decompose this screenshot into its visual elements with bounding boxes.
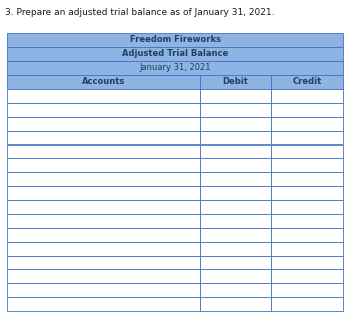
Bar: [200, 297, 271, 311]
Bar: [200, 89, 271, 103]
Bar: [271, 297, 343, 311]
Bar: [200, 103, 271, 117]
Bar: [7, 61, 343, 75]
Bar: [7, 186, 200, 200]
Bar: [7, 75, 200, 89]
Bar: [200, 131, 271, 144]
Bar: [271, 158, 343, 172]
Bar: [271, 144, 343, 158]
Text: Credit: Credit: [292, 78, 322, 86]
Bar: [200, 269, 271, 283]
Bar: [7, 214, 200, 228]
Bar: [271, 283, 343, 297]
Bar: [200, 144, 271, 158]
Bar: [7, 269, 200, 283]
Bar: [200, 242, 271, 256]
Bar: [200, 158, 271, 172]
Bar: [200, 117, 271, 131]
Bar: [271, 269, 343, 283]
Bar: [271, 75, 343, 89]
Bar: [7, 200, 200, 214]
Text: 3. Prepare an adjusted trial balance as of January 31, 2021.: 3. Prepare an adjusted trial balance as …: [5, 8, 274, 17]
Text: January 31, 2021: January 31, 2021: [139, 63, 211, 73]
Bar: [271, 186, 343, 200]
Bar: [271, 214, 343, 228]
Bar: [200, 214, 271, 228]
Bar: [271, 89, 343, 103]
Bar: [271, 228, 343, 242]
Bar: [200, 200, 271, 214]
Bar: [7, 228, 200, 242]
Bar: [200, 186, 271, 200]
Bar: [271, 200, 343, 214]
Bar: [7, 158, 200, 172]
Bar: [7, 172, 200, 186]
Text: Adjusted Trial Balance: Adjusted Trial Balance: [122, 50, 228, 58]
Bar: [7, 89, 200, 103]
Bar: [200, 228, 271, 242]
Bar: [271, 242, 343, 256]
Bar: [7, 33, 343, 47]
Bar: [271, 172, 343, 186]
Bar: [7, 297, 200, 311]
Bar: [7, 47, 343, 61]
Text: Debit: Debit: [223, 78, 248, 86]
Bar: [200, 172, 271, 186]
Bar: [271, 103, 343, 117]
Bar: [7, 103, 200, 117]
Bar: [271, 117, 343, 131]
Bar: [271, 131, 343, 144]
Text: Freedom Fireworks: Freedom Fireworks: [130, 35, 220, 45]
Bar: [7, 256, 200, 269]
Bar: [7, 117, 200, 131]
Bar: [200, 256, 271, 269]
Bar: [7, 144, 200, 158]
Bar: [7, 242, 200, 256]
Bar: [200, 75, 271, 89]
Text: Accounts: Accounts: [82, 78, 125, 86]
Bar: [7, 283, 200, 297]
Bar: [271, 256, 343, 269]
Bar: [200, 283, 271, 297]
Bar: [7, 131, 200, 144]
